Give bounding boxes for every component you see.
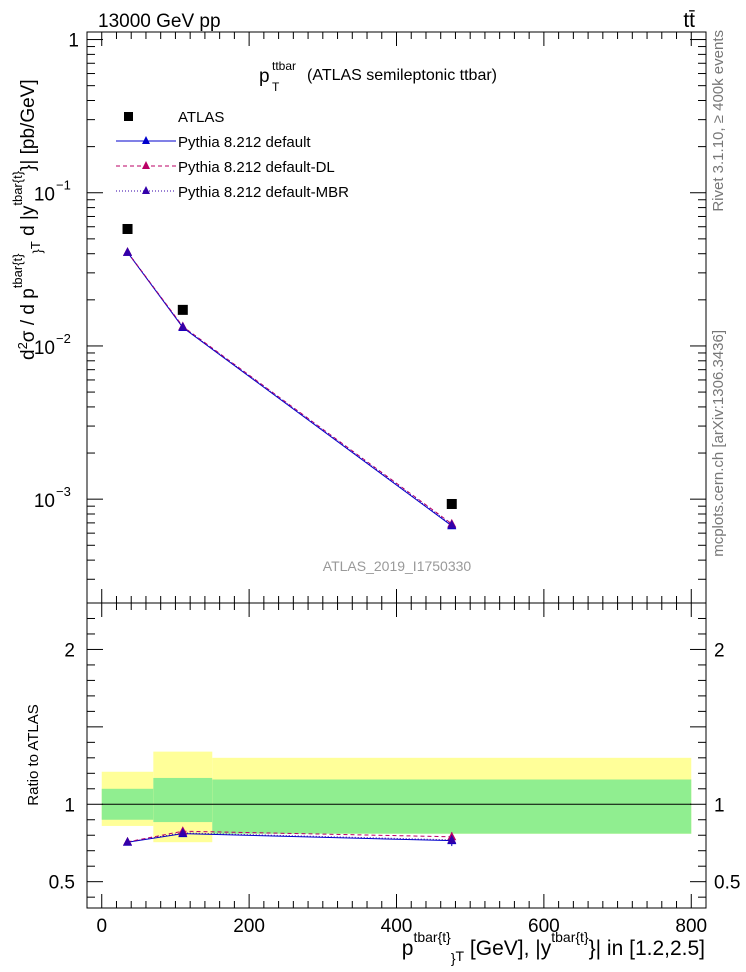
legend: ATLAS Pythia 8.212 default Pythia 8.212 … [116, 109, 349, 201]
analysis-watermark: ATLAS_2019_I1750330 [323, 558, 472, 574]
title-p: p [259, 66, 270, 87]
main-ytick-label: 1 [68, 31, 79, 52]
series-line-2 [127, 251, 453, 525]
legend-marker-atlas [124, 112, 133, 121]
ratio-ytick-label-right: 0.5 [714, 873, 740, 894]
main-ytick-exponent: −3 [56, 484, 71, 499]
title-rest: (ATLAS semileptonic ttbar) [307, 67, 497, 84]
atlas-data-point [122, 223, 133, 234]
mcplots-label: mcplots.cern.ch [arXiv:1306.3436] [710, 330, 727, 557]
ratio-ytick-label: 1 [64, 795, 75, 816]
series-marker-3 [447, 519, 457, 529]
ratio-xtick-label: 0 [96, 916, 107, 937]
ratio-ytick-label: 0.5 [49, 873, 75, 894]
header-right: tt̄ [683, 9, 695, 32]
ratio-band-inner [212, 779, 692, 834]
plot-title: p ttbar T (ATLAS semileptonic ttbar) [259, 59, 497, 94]
legend-label-dl: Pythia 8.212 default-DL [178, 159, 335, 176]
legend-marker-dl [142, 161, 150, 169]
legend-marker-mbr [142, 186, 150, 194]
ratio-line-2 [127, 832, 452, 843]
series-line-1 [127, 252, 453, 527]
main-panel: 110−110−210−3 p ttbar T (ATLAS semilepto… [10, 31, 707, 604]
main-ytick-exponent: −1 [56, 178, 71, 193]
svg-text:d2σ / d ptbar{t}}T d |ytbar{t}: d2σ / d ptbar{t}}T d |ytbar{t}}| [pb/GeV… [10, 79, 45, 360]
ratio-band-inner [153, 777, 213, 823]
legend-label-default: Pythia 8.212 default [178, 134, 311, 151]
ratio-marker-2 [447, 834, 457, 844]
svg-text:ptbar{t}}T [GeV], |ytbar{t}}|: ptbar{t}}T [GeV], |ytbar{t}}| in [1.2,2.… [402, 929, 705, 966]
ratio-xtick-label: 800 [675, 916, 707, 937]
ratio-ytick-label: 2 [64, 640, 75, 661]
ratio-xtick-label: 200 [233, 916, 265, 937]
ratio-ytick-label-right: 2 [714, 640, 725, 661]
ratio-xtick-label: 600 [528, 916, 560, 937]
title-sup: ttbar [272, 59, 296, 73]
series-line-3 [127, 251, 453, 526]
ratio-xtick-label: 400 [381, 916, 413, 937]
ratio-marker-2 [178, 827, 188, 837]
legend-label-atlas: ATLAS [178, 109, 224, 126]
ratio-ytick-label-right: 1 [714, 795, 725, 816]
rivet-label: Rivet 3.1.10, ≥ 400k events [710, 30, 727, 212]
main-ytick-label: 10 [34, 185, 55, 206]
legend-marker-default [142, 136, 150, 144]
ratio-ylabel: Ratio to ATLAS [25, 704, 42, 805]
ratio-marker-2 [123, 837, 133, 846]
atlas-data-point [446, 498, 457, 509]
main-ylabel: d2σ / d ptbar{t}}T d |ytbar{t}}| [pb/GeV… [10, 79, 45, 360]
header-left: 13000 GeV pp [98, 11, 221, 32]
xlabel: ptbar{t}}T [GeV], |ytbar{t}}| in [1.2,2.… [402, 929, 705, 966]
legend-label-mbr: Pythia 8.212 default-MBR [178, 184, 349, 201]
main-ytick-label: 10 [34, 338, 55, 359]
main-ytick-label: 10 [34, 491, 55, 512]
atlas-data-point [177, 304, 188, 315]
main-ytick-exponent: −2 [56, 331, 71, 346]
ratio-panel: 0 200 400 600 800 0.5 0.5 1 1 2 2 Ratio to ATLAS [25, 602, 740, 937]
series-marker-3 [123, 247, 133, 256]
series-marker-3 [178, 321, 188, 331]
title-sub: T [272, 80, 280, 94]
